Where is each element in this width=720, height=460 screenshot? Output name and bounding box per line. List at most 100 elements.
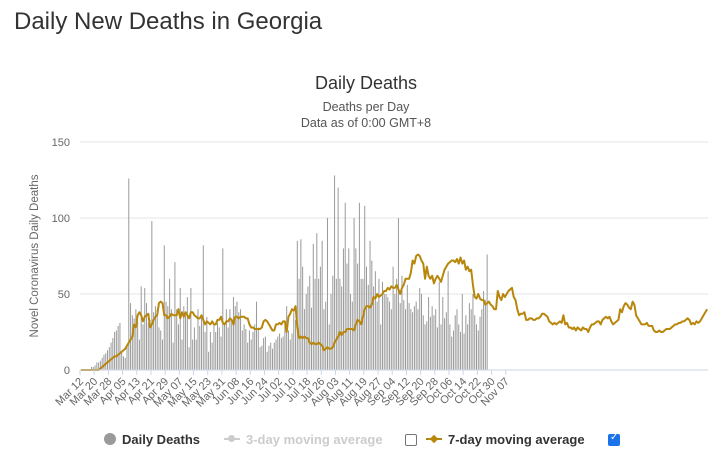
daily-deaths-bar[interactable] bbox=[110, 342, 112, 370]
daily-deaths-bar[interactable] bbox=[151, 221, 153, 370]
daily-deaths-bar[interactable] bbox=[422, 315, 424, 370]
daily-deaths-bar[interactable] bbox=[415, 301, 417, 370]
daily-deaths-bar[interactable] bbox=[243, 324, 245, 370]
daily-deaths-bar[interactable] bbox=[358, 202, 360, 370]
daily-deaths-bar[interactable] bbox=[122, 356, 124, 370]
daily-deaths-bar[interactable] bbox=[445, 312, 447, 370]
daily-deaths-bar[interactable] bbox=[245, 328, 247, 370]
daily-deaths-bar[interactable] bbox=[271, 348, 273, 370]
daily-deaths-bar[interactable] bbox=[298, 278, 300, 370]
daily-deaths-bar[interactable] bbox=[117, 325, 119, 370]
daily-deaths-bar[interactable] bbox=[296, 240, 298, 370]
daily-deaths-bar[interactable] bbox=[153, 312, 155, 370]
daily-deaths-bar[interactable] bbox=[481, 309, 483, 370]
daily-deaths-bar[interactable] bbox=[126, 345, 128, 370]
legend-item-daily-deaths[interactable]: Daily Deaths bbox=[104, 428, 200, 450]
daily-deaths-bar[interactable] bbox=[399, 303, 401, 370]
daily-deaths-bar[interactable] bbox=[438, 281, 440, 370]
daily-deaths-bar[interactable] bbox=[474, 315, 476, 370]
daily-deaths-bar[interactable] bbox=[277, 336, 279, 370]
daily-deaths-bar[interactable] bbox=[105, 353, 107, 370]
daily-deaths-bar[interactable] bbox=[477, 330, 479, 370]
daily-deaths-bar[interactable] bbox=[442, 297, 444, 370]
daily-deaths-bar[interactable] bbox=[321, 240, 323, 370]
daily-deaths-bar[interactable] bbox=[197, 309, 199, 370]
daily-deaths-bar[interactable] bbox=[241, 330, 243, 370]
daily-deaths-bar[interactable] bbox=[353, 218, 355, 370]
daily-deaths-bar[interactable] bbox=[154, 306, 156, 370]
daily-deaths-bar[interactable] bbox=[172, 342, 174, 370]
legend-item-3-day-average[interactable]: 3-day moving average bbox=[224, 428, 383, 450]
daily-deaths-bar[interactable] bbox=[447, 271, 449, 370]
daily-deaths-bar[interactable] bbox=[263, 338, 265, 370]
daily-deaths-bar[interactable] bbox=[431, 306, 433, 370]
daily-deaths-bar[interactable] bbox=[177, 324, 179, 370]
daily-deaths-bar[interactable] bbox=[433, 315, 435, 370]
daily-deaths-bar[interactable] bbox=[193, 327, 195, 370]
moving-average-line[interactable] bbox=[80, 253, 708, 371]
daily-deaths-bar[interactable] bbox=[342, 248, 344, 370]
daily-deaths-bar[interactable] bbox=[234, 306, 236, 370]
daily-deaths-bar[interactable] bbox=[406, 284, 408, 370]
daily-deaths-bar[interactable] bbox=[158, 327, 160, 370]
daily-deaths-bar[interactable] bbox=[144, 287, 146, 370]
daily-deaths-bar[interactable] bbox=[204, 332, 206, 370]
daily-deaths-bar[interactable] bbox=[463, 333, 465, 370]
daily-deaths-bar[interactable] bbox=[419, 287, 421, 370]
daily-deaths-bar[interactable] bbox=[185, 315, 187, 370]
daily-deaths-bar[interactable] bbox=[367, 284, 369, 370]
legend-item-7-day-average[interactable]: 7-day moving average bbox=[426, 428, 585, 450]
daily-deaths-bar[interactable] bbox=[311, 307, 313, 370]
daily-deaths-bar[interactable] bbox=[165, 301, 167, 370]
daily-deaths-bar[interactable] bbox=[334, 175, 336, 370]
daily-deaths-bar[interactable] bbox=[307, 286, 309, 370]
daily-deaths-bar[interactable] bbox=[405, 309, 407, 370]
daily-deaths-bar[interactable] bbox=[96, 362, 98, 370]
daily-deaths-bar[interactable] bbox=[232, 297, 234, 370]
daily-deaths-bar[interactable] bbox=[291, 333, 293, 370]
daily-deaths-bar[interactable] bbox=[135, 309, 137, 370]
daily-deaths-bar[interactable] bbox=[475, 324, 477, 370]
daily-deaths-bar[interactable] bbox=[318, 278, 320, 370]
daily-deaths-bar[interactable] bbox=[119, 322, 121, 370]
daily-deaths-bar[interactable] bbox=[131, 315, 133, 370]
daily-deaths-bar[interactable] bbox=[302, 266, 304, 370]
daily-deaths-bar[interactable] bbox=[390, 309, 392, 370]
daily-deaths-bar[interactable] bbox=[305, 294, 307, 370]
daily-deaths-bar[interactable] bbox=[412, 312, 414, 370]
daily-deaths-bar[interactable] bbox=[378, 278, 380, 370]
daily-deaths-bar[interactable] bbox=[218, 327, 220, 370]
daily-deaths-bar[interactable] bbox=[357, 263, 359, 370]
daily-deaths-bar[interactable] bbox=[452, 330, 454, 370]
daily-deaths-bar[interactable] bbox=[373, 286, 375, 370]
daily-deaths-bar[interactable] bbox=[364, 205, 366, 370]
daily-deaths-bar[interactable] bbox=[216, 322, 218, 370]
daily-deaths-bar[interactable] bbox=[284, 324, 286, 370]
daily-deaths-bar[interactable] bbox=[428, 297, 430, 370]
daily-deaths-bar[interactable] bbox=[314, 278, 316, 370]
daily-deaths-bar[interactable] bbox=[355, 248, 357, 370]
daily-deaths-bar[interactable] bbox=[467, 324, 469, 370]
daily-deaths-bar[interactable] bbox=[396, 278, 398, 370]
daily-deaths-bar[interactable] bbox=[383, 294, 385, 370]
daily-deaths-bar[interactable] bbox=[392, 266, 394, 370]
daily-deaths-bar[interactable] bbox=[371, 260, 373, 370]
daily-deaths-bar[interactable] bbox=[91, 366, 93, 370]
daily-deaths-bar[interactable] bbox=[124, 357, 126, 370]
daily-deaths-bar[interactable] bbox=[142, 324, 144, 370]
daily-deaths-bar[interactable] bbox=[484, 300, 486, 370]
daily-deaths-bar[interactable] bbox=[137, 321, 139, 370]
daily-deaths-bar[interactable] bbox=[397, 218, 399, 370]
daily-deaths-bar[interactable] bbox=[303, 309, 305, 370]
daily-deaths-bar[interactable] bbox=[211, 342, 213, 370]
daily-deaths-bar[interactable] bbox=[449, 324, 451, 370]
daily-deaths-bar[interactable] bbox=[103, 354, 105, 370]
daily-deaths-bar[interactable] bbox=[247, 342, 249, 370]
daily-deaths-bar[interactable] bbox=[215, 332, 217, 370]
daily-deaths-bar[interactable] bbox=[199, 325, 201, 370]
daily-deaths-bar[interactable] bbox=[202, 245, 204, 370]
daily-deaths-bar[interactable] bbox=[325, 301, 327, 370]
daily-deaths-bar[interactable] bbox=[366, 266, 367, 370]
daily-deaths-bar[interactable] bbox=[436, 327, 438, 370]
daily-deaths-bar[interactable] bbox=[121, 351, 123, 370]
